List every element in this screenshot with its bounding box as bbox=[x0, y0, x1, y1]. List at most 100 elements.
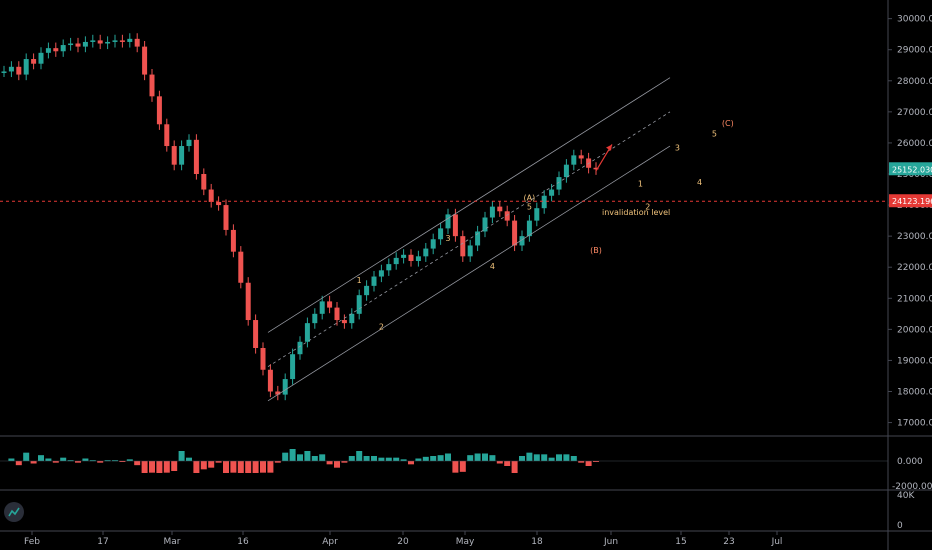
candle bbox=[171, 146, 177, 165]
oscillator-bar bbox=[400, 459, 407, 461]
candle bbox=[549, 189, 555, 196]
oscillator-bar bbox=[38, 455, 44, 461]
candle bbox=[341, 320, 347, 324]
candle bbox=[31, 59, 37, 64]
candle bbox=[430, 239, 436, 249]
oscillator-bar bbox=[52, 461, 59, 463]
logo-icon bbox=[8, 507, 20, 517]
oscillator-bar bbox=[223, 461, 229, 473]
price-series bbox=[1, 33, 599, 401]
candle bbox=[260, 348, 266, 370]
wave-label: 1 bbox=[638, 179, 643, 188]
candle bbox=[534, 208, 540, 221]
oscillator-bar bbox=[304, 451, 311, 461]
oscillator-bar bbox=[356, 451, 363, 461]
oscillator-tick-label: 0.000 bbox=[897, 457, 923, 467]
candle bbox=[53, 48, 59, 52]
candle bbox=[60, 45, 66, 52]
candle bbox=[423, 248, 429, 257]
candle bbox=[312, 313, 318, 324]
oscillator-bar bbox=[274, 461, 281, 463]
candle bbox=[112, 40, 118, 42]
candle bbox=[275, 391, 281, 395]
oscillator-bar bbox=[267, 461, 274, 473]
candle bbox=[364, 285, 370, 296]
oscillator-bar bbox=[341, 461, 348, 463]
candle bbox=[497, 206, 503, 212]
wave-label: (B) bbox=[590, 246, 602, 255]
oscillator-bar bbox=[112, 460, 118, 462]
candle bbox=[230, 229, 236, 252]
candle bbox=[142, 46, 148, 75]
oscillator-bar bbox=[437, 455, 444, 461]
oscillator-bar bbox=[208, 461, 215, 468]
channel-mid bbox=[267, 111, 671, 367]
candle bbox=[438, 228, 444, 240]
oscillator-bar bbox=[393, 457, 400, 461]
oscillator-bar bbox=[578, 461, 585, 463]
candle bbox=[97, 40, 103, 44]
price-tick-label: 29000.000 bbox=[897, 46, 932, 56]
price-tick-label: 18000.000 bbox=[897, 388, 932, 398]
candle bbox=[519, 236, 525, 246]
candle bbox=[467, 245, 473, 257]
time-tick-label: Mar bbox=[164, 537, 181, 547]
price-tick-label: 28000.000 bbox=[897, 77, 932, 87]
tradingview-logo[interactable] bbox=[4, 502, 24, 522]
price-tick-label: 22000.000 bbox=[897, 263, 932, 273]
oscillator-tick-label: -2000.000 bbox=[892, 482, 932, 492]
candle bbox=[38, 52, 44, 64]
oscillator-bar bbox=[245, 461, 252, 473]
candle bbox=[179, 146, 185, 165]
time-tick-label: 17 bbox=[97, 537, 108, 547]
oscillator-bar bbox=[126, 459, 133, 461]
candle bbox=[156, 96, 162, 125]
wave-label: (A) bbox=[524, 193, 536, 202]
oscillator-bar bbox=[371, 456, 377, 461]
candle bbox=[127, 38, 133, 42]
oscillator-bar bbox=[511, 461, 518, 473]
wave-label: (C) bbox=[722, 119, 734, 128]
oscillator-bar bbox=[67, 460, 74, 462]
time-tick-label: Jul bbox=[771, 537, 783, 547]
oscillator-bar bbox=[23, 452, 30, 461]
candle bbox=[378, 270, 384, 277]
candle bbox=[356, 295, 362, 314]
candle bbox=[216, 201, 222, 206]
candle bbox=[482, 217, 488, 232]
oscillator-bar bbox=[178, 451, 185, 461]
candle bbox=[304, 323, 310, 342]
candle bbox=[68, 43, 74, 46]
candle bbox=[134, 38, 140, 47]
oscillator-bar bbox=[548, 457, 555, 461]
time-tick-label: 18 bbox=[531, 537, 543, 547]
candle bbox=[8, 66, 14, 72]
candle bbox=[82, 41, 88, 47]
oscillator-bar bbox=[186, 457, 192, 461]
candle bbox=[415, 256, 421, 261]
oscillator-bar bbox=[474, 453, 481, 461]
projection-arrow-head bbox=[606, 144, 612, 151]
oscillator-series bbox=[8, 449, 599, 473]
time-tick-label: Apr bbox=[322, 537, 338, 547]
wave-label: 2 bbox=[379, 322, 384, 331]
candle bbox=[460, 236, 466, 257]
oscillator-bar bbox=[193, 461, 200, 473]
time-tick-label: Feb bbox=[24, 537, 40, 547]
candle bbox=[223, 205, 229, 230]
candle bbox=[349, 313, 355, 324]
price-tick-label: 17000.000 bbox=[897, 419, 932, 429]
oscillator-bar bbox=[149, 461, 155, 473]
oscillator-bar bbox=[134, 461, 141, 466]
time-tick-label: 15 bbox=[675, 537, 686, 547]
oscillator-bar bbox=[585, 461, 592, 466]
candle bbox=[371, 276, 377, 286]
oscillator-bar bbox=[533, 454, 540, 461]
oscillator-bar bbox=[97, 461, 104, 463]
oscillator-bar bbox=[237, 461, 244, 473]
price-tick-label: 23000.000 bbox=[897, 232, 932, 242]
candle bbox=[208, 189, 214, 202]
time-tick-label: 20 bbox=[397, 537, 409, 547]
oscillator-bar bbox=[482, 453, 488, 461]
